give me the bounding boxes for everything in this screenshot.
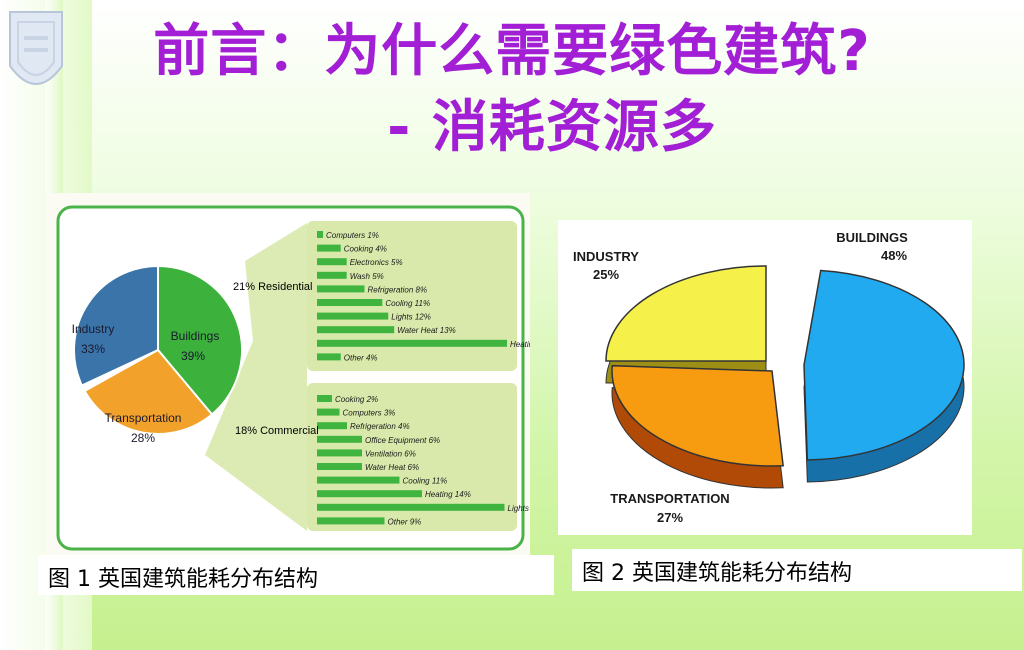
bar-wash bbox=[317, 271, 347, 279]
figure1-pie bbox=[73, 264, 243, 435]
pie1-label-industry: Industry bbox=[72, 322, 115, 336]
pie2-label-industry: INDUSTRY bbox=[573, 249, 639, 264]
figure1-chart: Computers 1% Cooking 4% Electronics 5% Wash… bbox=[56, 205, 556, 551]
bar-label-wash: Wash 5% bbox=[350, 272, 384, 281]
pie2-pct-industry: 25% bbox=[593, 267, 619, 282]
bar-heating bbox=[317, 339, 507, 347]
bar-label-lights: Lights 25% bbox=[508, 504, 531, 513]
bar-cooling bbox=[317, 476, 400, 484]
bar-label-refrigeration: Refrigeration 8% bbox=[368, 285, 428, 294]
bar-other bbox=[317, 517, 385, 525]
bar-label-other: Other 4% bbox=[344, 353, 378, 362]
bar-label-cooking: Cooking 4% bbox=[344, 245, 387, 254]
pie2-pct-buildings: 48% bbox=[881, 248, 907, 263]
figure1-caption: 图 1 英国建筑能耗分布结构 bbox=[38, 555, 554, 595]
bar-cooking bbox=[317, 395, 332, 402]
bar-label-electronics: Electronics 5% bbox=[350, 258, 403, 267]
pie1-pct-industry: 33% bbox=[81, 342, 105, 356]
figure2-pie bbox=[605, 265, 965, 489]
bar-electronics bbox=[317, 258, 347, 266]
pie1-slice-transportation bbox=[83, 348, 214, 435]
bar-label-cooling: Cooling 11% bbox=[403, 477, 448, 486]
bar-label-refrigeration: Refrigeration 4% bbox=[350, 422, 410, 431]
pie1-pct-transportation: 28% bbox=[131, 431, 155, 445]
bar-computers bbox=[317, 408, 340, 416]
figure1-panel: Computers 1% Cooking 4% Electronics 5% Wash… bbox=[45, 193, 556, 555]
bar-label-computers: Computers 1% bbox=[326, 231, 379, 240]
bar-water-heat bbox=[317, 326, 395, 334]
pie2-pct-transportation: 27% bbox=[657, 510, 683, 525]
bar-label-water-heat: Water Heat 6% bbox=[365, 463, 419, 472]
bar-lights bbox=[317, 503, 505, 511]
commercial-bars: Cooking 2% Computers 3% Refrigeration 4% Of… bbox=[317, 395, 547, 526]
bar-other bbox=[317, 353, 341, 361]
bar-label-office-equipment: Office Equipment 6% bbox=[365, 436, 440, 445]
bar-office-equipment bbox=[317, 435, 362, 443]
bar-label-cooling: Cooling 11% bbox=[385, 299, 430, 308]
page-title: 前言：为什么需要绿色建筑? bbox=[153, 19, 871, 84]
residential-bars: Computers 1% Cooking 4% Electronics 5% Wash… bbox=[317, 231, 556, 362]
bar-heating bbox=[317, 490, 422, 498]
page-subtitle: - 消耗资源多 bbox=[387, 95, 717, 160]
bar-cooling bbox=[317, 299, 383, 306]
commercial-callout bbox=[205, 341, 307, 531]
bar-refrigeration bbox=[317, 285, 365, 293]
figure2-panel: BUILDINGS 48% INDUSTRY 25% TRANSPORTATIO… bbox=[558, 220, 972, 535]
bar-label-heating: Heating 14% bbox=[425, 490, 471, 499]
residential-group-label: 21% Residential bbox=[233, 281, 313, 293]
bar-refrigeration bbox=[317, 422, 347, 430]
pie1-label-transportation: Transportation bbox=[105, 411, 182, 425]
university-logo bbox=[9, 11, 63, 85]
pie1-pct-buildings: 39% bbox=[181, 349, 205, 363]
residential-callout bbox=[245, 223, 307, 371]
pie1-slice-industry bbox=[73, 265, 165, 387]
pie2-slice-transportation bbox=[611, 364, 785, 467]
bar-label-computers: Computers 3% bbox=[343, 409, 396, 418]
bar-label-water-heat: Water Heat 13% bbox=[397, 326, 456, 335]
bar-lights bbox=[317, 312, 389, 320]
pie2-slice-industry bbox=[605, 265, 767, 362]
bar-label-lights: Lights 12% bbox=[391, 313, 431, 322]
residential-box bbox=[307, 221, 517, 371]
bar-ventilation bbox=[317, 449, 362, 457]
pie1-label-buildings: Buildings bbox=[171, 329, 220, 343]
bar-label-cooking: Cooking 2% bbox=[335, 395, 378, 404]
commercial-group-label: 18% Commercial bbox=[235, 425, 319, 437]
pie2-slice-buildings bbox=[803, 269, 965, 461]
bar-label-other: Other 9% bbox=[388, 517, 422, 526]
pie1-slice-buildings bbox=[157, 264, 243, 417]
figure2-caption: 图 2 英国建筑能耗分布结构 bbox=[572, 549, 1022, 591]
bar-water-heat bbox=[317, 463, 362, 470]
pie2-label-buildings: BUILDINGS bbox=[836, 230, 908, 245]
bar-computers bbox=[317, 231, 323, 238]
bar-label-ventilation: Ventilation 6% bbox=[365, 449, 416, 458]
pie2-label-transportation: TRANSPORTATION bbox=[610, 491, 729, 506]
figure2-chart: BUILDINGS 48% INDUSTRY 25% TRANSPORTATIO… bbox=[573, 230, 965, 525]
bar-cooking bbox=[317, 244, 341, 252]
bar-label-heating: Heating 32% bbox=[510, 340, 530, 349]
